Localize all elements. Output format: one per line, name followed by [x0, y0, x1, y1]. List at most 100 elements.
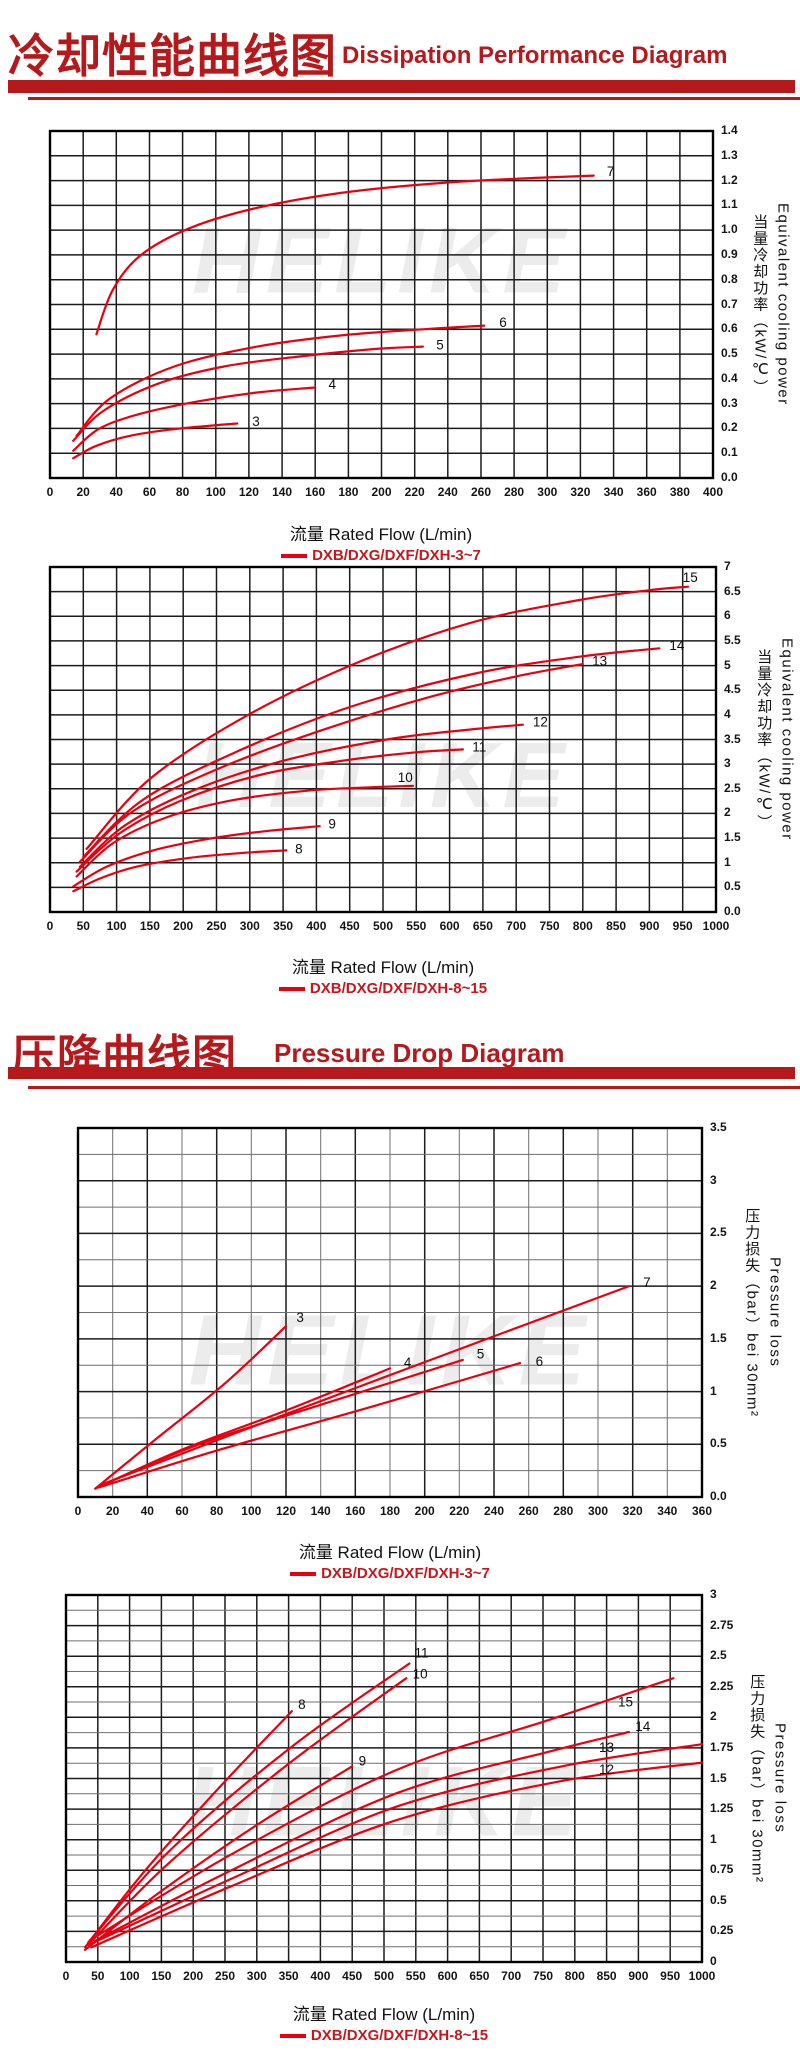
y-tick-label: 0.8	[721, 271, 738, 286]
x-tick-label: 260	[518, 1504, 539, 1518]
legend-line-swatch	[278, 986, 305, 991]
x-tick-label: 400	[306, 919, 327, 933]
section1-thick-rule	[8, 80, 795, 93]
x-tick-label: 140	[310, 1504, 331, 1518]
x-tick-label: 250	[206, 919, 227, 933]
x-tick-label: 20	[76, 485, 90, 499]
x-tick-label: 600	[439, 919, 460, 933]
legend-line-swatch	[279, 2033, 306, 2038]
x-tick-label: 1000	[688, 1969, 716, 1983]
curve-label-13: 13	[599, 1740, 614, 1755]
x-tick-label: 60	[142, 485, 157, 499]
x-tick-label: 950	[660, 1969, 681, 1983]
x-tick-label: 50	[91, 1969, 105, 1983]
y-tick-label: 0.5	[710, 1892, 727, 1907]
y-tick-label: 1	[724, 854, 731, 869]
legend-line-swatch	[290, 1571, 317, 1576]
curve-13	[78, 663, 584, 863]
legend: DXB/DXG/DXF/DXH-3~7	[181, 547, 581, 564]
x-tick-label: 240	[483, 1504, 505, 1518]
curve-11	[75, 748, 464, 873]
x-tick-label: 100	[205, 485, 226, 499]
curve-label-11: 11	[472, 739, 486, 754]
curve-14	[93, 1730, 630, 1943]
y-tick-label: 5.5	[724, 632, 741, 647]
y-tick-label: 1.0	[721, 222, 738, 237]
x-tick-label: 0	[46, 919, 54, 933]
y-axis-title: Pressure loss 压力损失（bar）bei 30mm²	[740, 1128, 787, 1497]
x-tick-label: 160	[345, 1504, 366, 1518]
curve-label-11: 11	[415, 1646, 429, 1661]
x-tick-label: 300	[537, 485, 558, 499]
x-tick-label: 0	[74, 1504, 82, 1518]
x-tick-label: 800	[564, 1969, 585, 1983]
y-tick-label: 2.5	[724, 780, 741, 795]
x-tick-label: 180	[379, 1504, 401, 1518]
x-tick-label: 140	[272, 485, 293, 499]
x-tick-label: 350	[278, 1969, 299, 1983]
x-tick-label: 900	[628, 1969, 649, 1983]
curve-label-12: 12	[533, 715, 548, 730]
y-tick-label: 0.9	[721, 246, 738, 261]
curve-label-4: 4	[404, 1355, 412, 1370]
curve-label-7: 7	[607, 164, 615, 179]
legend-label: DXB/DXG/DXF/DXH-8~15	[309, 980, 488, 997]
x-tick-label: 320	[622, 1504, 643, 1518]
x-tick-label: 650	[472, 919, 493, 933]
curve-label-15: 15	[683, 570, 698, 585]
x-tick-label: 650	[469, 1969, 490, 1983]
x-tick-label: 220	[404, 485, 425, 499]
x-tick-label: 450	[339, 919, 360, 933]
y-tick-label: 2.25	[710, 1678, 734, 1693]
x-tick-label: 200	[371, 485, 392, 499]
x-tick-label: 550	[405, 1969, 426, 1983]
section1-title-en: Dissipation Performance Diagram	[342, 42, 728, 69]
x-tick-label: 700	[506, 919, 527, 933]
y-tick-label: 2.5	[710, 1225, 727, 1240]
curve-label-9: 9	[328, 816, 336, 831]
watermark-text: HELIKE	[189, 1295, 592, 1407]
y-tick-label: 3	[710, 1172, 717, 1187]
x-tick-label: 340	[603, 485, 624, 499]
y-tick-label: 3.5	[724, 731, 741, 746]
y-tick-label: 0.4	[721, 370, 738, 385]
curve-6	[75, 324, 486, 437]
y-tick-label: 0.5	[724, 879, 741, 894]
curve-7	[95, 174, 595, 336]
curve-12	[78, 723, 524, 868]
x-axis-title: 流量 Rated Flow (L/min)	[289, 525, 473, 544]
curve-10	[87, 1677, 408, 1946]
curve-3	[94, 1325, 288, 1490]
curve-3	[72, 422, 239, 460]
x-tick-label: 750	[532, 1969, 554, 1983]
x-tick-label: 60	[175, 1504, 189, 1518]
x-tick-label: 120	[275, 1504, 297, 1518]
legend-label: DXB/DXG/DXF/DXH-8~15	[310, 2027, 489, 2044]
x-tick-label: 200	[173, 919, 194, 933]
x-tick-label: 320	[570, 485, 591, 499]
curve-label-6: 6	[536, 1354, 544, 1369]
y-axis-title-zh: 压力损失（bar）bei 30mm²	[748, 1673, 766, 1884]
x-tick-label: 950	[672, 919, 693, 933]
curve-10	[75, 784, 415, 878]
x-tick-label: 280	[553, 1504, 574, 1518]
section2-thick-rule	[8, 1067, 795, 1079]
x-tick-label: 120	[238, 485, 259, 499]
x-tick-label: 500	[372, 919, 394, 933]
curve-8	[72, 849, 288, 893]
legend: DXB/DXG/DXF/DXH-8~15	[184, 2027, 584, 2044]
curve-label-4: 4	[329, 377, 337, 392]
plot-border	[64, 1593, 704, 1964]
section1-title-zh: 冷却性能曲线图	[8, 30, 337, 82]
curve-14	[82, 647, 661, 858]
watermark-text: HELIKE	[192, 207, 571, 312]
y-tick-label: 0.2	[721, 420, 738, 435]
section2-thin-rule	[28, 1086, 800, 1089]
curve-11	[87, 1662, 411, 1944]
y-tick-label: 2	[710, 1709, 717, 1724]
x-tick-label: 100	[106, 919, 127, 933]
y-axis-title-zh: 当量冷却功率（kW/℃）	[751, 213, 769, 396]
